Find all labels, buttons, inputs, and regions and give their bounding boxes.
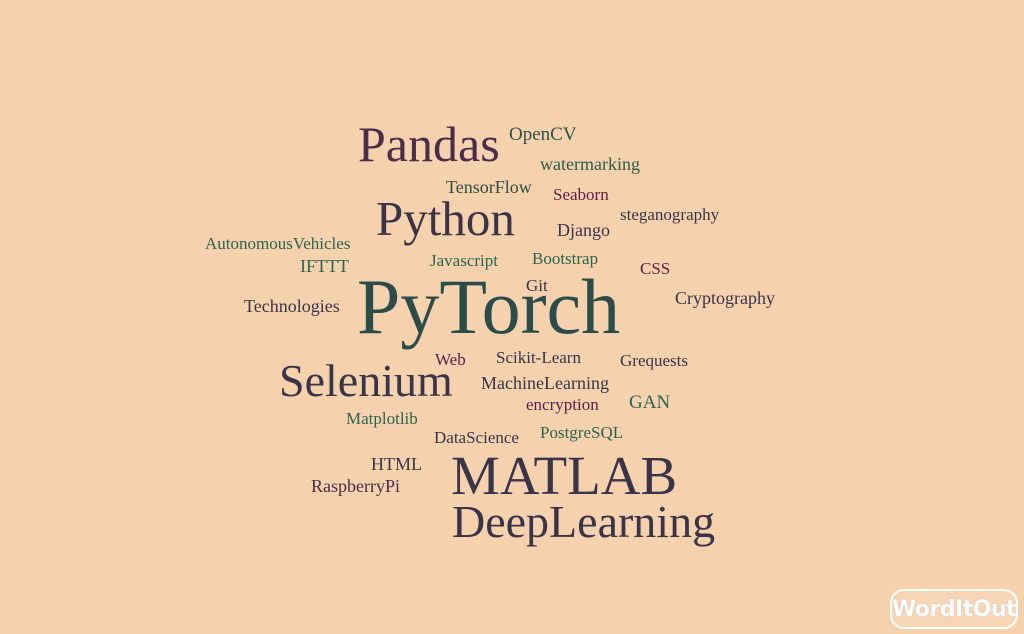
- word-gan: GAN: [629, 392, 671, 413]
- word-tensorflow: TensorFlow: [446, 177, 532, 197]
- word-bootstrap: Bootstrap: [532, 249, 599, 268]
- worditout-logo[interactable]: WordItOut: [890, 589, 1018, 629]
- word-datascience: DataScience: [434, 428, 519, 447]
- word-cryptography: Cryptography: [675, 288, 775, 308]
- word-deeplearning: DeepLearning: [452, 496, 716, 547]
- word-django: Django: [557, 220, 610, 240]
- word-scikit-learn: Scikit-Learn: [496, 348, 581, 367]
- word-watermarking: watermarking: [540, 154, 640, 174]
- word-javascript: Javascript: [430, 251, 498, 270]
- word-css: CSS: [640, 259, 671, 278]
- word-pandas: Pandas: [358, 116, 500, 172]
- word-machinelearning: MachineLearning: [481, 373, 609, 393]
- word-git: Git: [526, 276, 548, 295]
- word-technologies: Technologies: [244, 296, 340, 316]
- word-html: HTML: [371, 454, 422, 474]
- word-selenium: Selenium: [279, 355, 453, 406]
- word-encryption: encryption: [526, 395, 599, 414]
- word-web: Web: [435, 350, 466, 369]
- word-steganography: steganography: [620, 205, 720, 224]
- word-raspberrypi: RaspberryPi: [311, 476, 400, 496]
- word-matlab: MATLAB: [451, 445, 678, 506]
- word-pytorch: PyTorch: [357, 263, 621, 350]
- word-matplotlib: Matplotlib: [346, 409, 418, 428]
- word-seaborn: Seaborn: [553, 185, 609, 204]
- word-opencv: OpenCV: [509, 124, 577, 145]
- word-ifttt: IFTTT: [300, 256, 349, 276]
- word-python: Python: [376, 191, 515, 246]
- word-postgresql: PostgreSQL: [540, 423, 624, 442]
- word-grequests: Grequests: [620, 351, 688, 370]
- word-autonomousvehicles: AutonomousVehicles: [205, 234, 351, 253]
